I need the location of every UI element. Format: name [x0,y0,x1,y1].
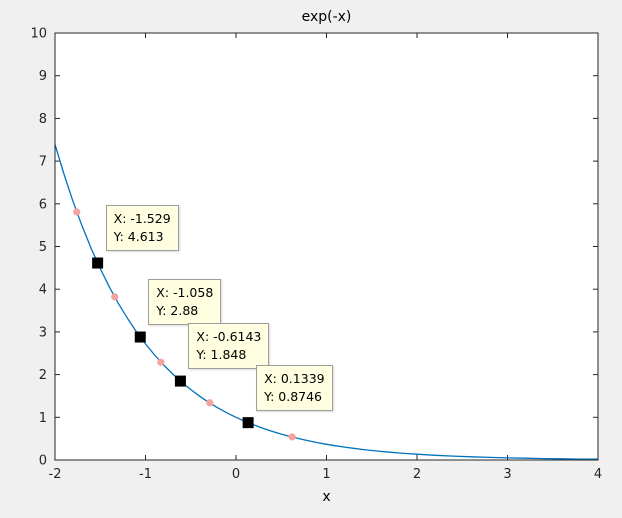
datatip-line: Y: 4.613 [113,229,164,245]
y-tick-label: 7 [39,155,47,170]
y-tick-label: 0 [39,454,47,469]
selected-point-marker[interactable] [174,375,186,387]
y-tick-label: 10 [30,27,47,42]
chart-title: exp(-x) [301,9,352,25]
x-tick-label: 2 [413,467,421,482]
y-tick-label: 9 [39,69,47,84]
x-axis-label: x [322,489,331,505]
datatip[interactable]: X: -1.529 Y: 4.613 [105,205,179,252]
selected-point-marker[interactable] [242,417,254,429]
datatip-line: X: 0.1339 [264,370,325,386]
y-tick-label: 5 [39,240,47,255]
y-tick-label: 3 [39,325,47,340]
datatip-line: Y: 2.88 [156,303,199,319]
x-tick-label: -2 [49,467,62,482]
y-tick-label: 8 [39,112,47,127]
x-tick-label: 4 [594,467,602,482]
exp-curve [54,144,599,460]
sample-point-marker[interactable] [288,433,296,441]
sample-point-marker[interactable] [73,208,81,216]
sample-point-marker[interactable] [206,399,214,407]
datatip-line: X: -0.6143 [196,329,262,345]
datatip-line: X: -1.529 [113,211,171,227]
x-tick-label: 3 [503,467,511,482]
selected-point-marker[interactable] [134,331,146,343]
datatip[interactable]: X: -0.6143 Y: 1.848 [188,323,270,370]
datatip-line: Y: 1.848 [196,347,247,363]
sample-point-marker[interactable] [157,358,165,366]
datatip-line: Y: 0.8746 [264,388,323,404]
x-tick-label: -1 [139,467,152,482]
selected-point-marker[interactable] [92,257,104,269]
datatip[interactable]: X: 0.1339 Y: 0.8746 [256,364,333,411]
axes-box [54,32,599,461]
y-tick-label: 6 [39,197,47,212]
x-tick-label: 0 [232,467,240,482]
datatip[interactable]: X: -1.058 Y: 2.88 [148,279,222,326]
y-tick-label: 2 [39,368,47,383]
y-tick-label: 4 [39,283,47,298]
y-tick-label: 1 [39,411,47,426]
datatip-line: X: -1.058 [156,285,214,301]
x-tick-label: 1 [322,467,330,482]
sample-point-marker[interactable] [111,293,119,301]
